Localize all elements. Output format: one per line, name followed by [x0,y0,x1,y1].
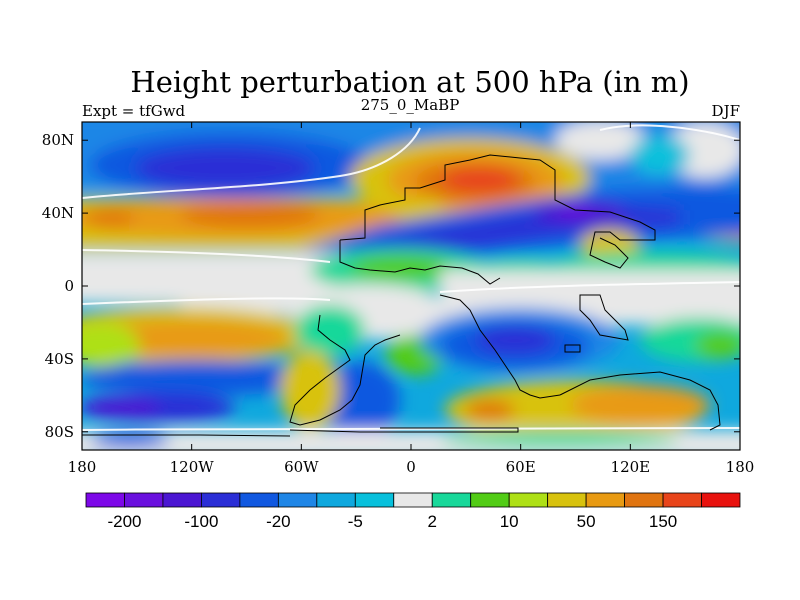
colorbar-swatch [701,492,741,508]
colorbar-swatch [162,492,202,508]
y-tick-label: 40N [42,204,74,222]
colorbar-label: -20 [266,512,291,531]
colorbar-swatch [316,492,356,508]
colorbar-swatch [547,492,587,508]
colorbar-swatch [508,492,549,508]
y-tick-label: 80S [45,423,74,441]
subtitle-center: 275_0_MaBP [361,96,460,114]
map-field [82,122,740,450]
x-tick-label: 120W [170,458,215,476]
y-tick-label: 80N [42,131,74,149]
colorbar-swatch [431,492,472,508]
colorbar-swatch [393,492,433,508]
colorbar: -200 -100 -20 -5 2 10 50 150 [85,492,741,531]
subtitle-left: Expt = tfGwd [82,102,186,120]
colorbar-swatch [277,492,318,508]
colorbar-swatch [624,492,664,508]
zero-contours [82,124,740,431]
colorbar-label: 2 [428,512,437,531]
coastlines [82,154,721,437]
colorbar-swatch [124,492,164,508]
x-tick-label: 180 [68,458,97,476]
colorbar-swatch [239,492,279,508]
colorbar-swatch [585,492,625,508]
subtitle-right: DJF [712,102,740,120]
colorbar-label: 50 [577,512,596,531]
colorbar-swatch [354,492,395,508]
y-tick-label: 0 [64,277,74,295]
colorbar-swatch [662,492,702,508]
x-tick-label: 60E [506,458,536,476]
colorbar-label: 10 [500,512,519,531]
colorbar-label: 150 [649,512,677,531]
x-tick-label: 60W [284,458,319,476]
x-tick-label: 180 [726,458,755,476]
chart-title: Height perturbation at 500 hPa (in m) [130,65,689,99]
y-tick-label: 40S [45,350,74,368]
colorbar-label: -5 [348,512,363,531]
x-tick-label: 0 [406,458,416,476]
colorbar-label: -100 [184,512,218,531]
colorbar-label: -200 [107,512,141,531]
colorbar-swatch [85,492,125,508]
colorbar-swatch [470,492,510,508]
colorbar-swatch [201,492,241,508]
axes: 180 120W 60W 0 60E 120E 180 80N 40N 0 40S 80S [42,122,755,476]
x-tick-label: 120E [611,458,651,476]
